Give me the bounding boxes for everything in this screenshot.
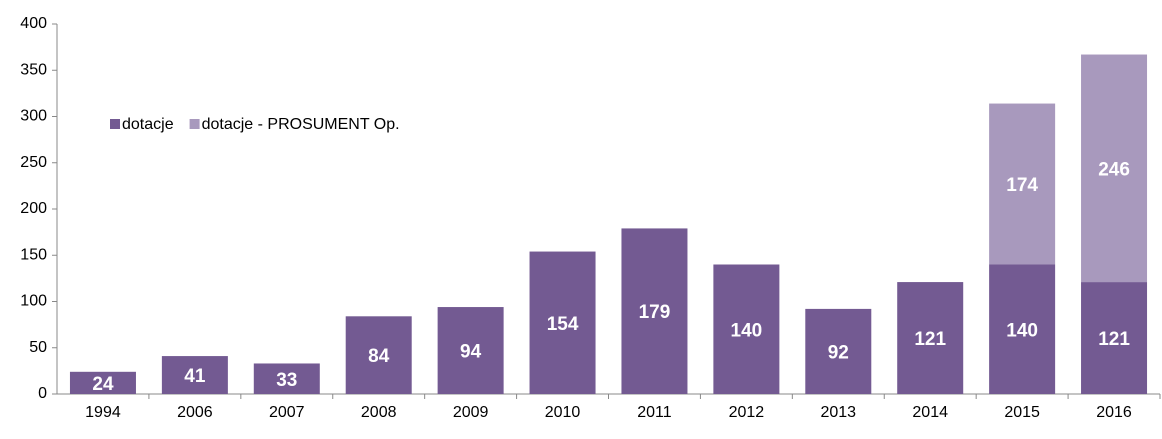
bar-value-label: 174 <box>1006 175 1038 196</box>
x-tick-label: 2010 <box>545 404 581 421</box>
bar-value-label: 33 <box>276 370 297 391</box>
bar-value-label: 179 <box>639 302 671 323</box>
bar-value-label: 246 <box>1098 159 1130 180</box>
bar <box>989 103 1056 265</box>
bar <box>621 228 688 394</box>
bar <box>345 316 412 394</box>
y-tick-label: 150 <box>20 246 47 263</box>
x-tick-label: 2008 <box>361 404 397 421</box>
legend-swatch <box>189 119 200 129</box>
y-tick-label: 350 <box>20 61 47 78</box>
bar <box>529 251 596 394</box>
x-tick-label: 1994 <box>85 404 121 421</box>
x-tick-label: 2014 <box>912 404 948 421</box>
bar-value-label: 154 <box>547 314 579 335</box>
y-tick-label: 0 <box>38 385 47 402</box>
y-tick-label: 300 <box>20 108 47 125</box>
x-tick-label: 2012 <box>729 404 765 421</box>
legend-swatch <box>110 119 120 129</box>
bar-value-label: 121 <box>1098 329 1130 350</box>
bar <box>161 356 228 394</box>
bar <box>1081 54 1148 283</box>
bar <box>713 264 780 394</box>
x-tick-label: 2006 <box>177 404 213 421</box>
x-tick-label: 2007 <box>269 404 305 421</box>
y-tick-label: 50 <box>29 339 47 356</box>
bar-value-label: 41 <box>184 366 206 387</box>
y-tick-label: 100 <box>20 293 47 310</box>
bar <box>897 282 964 394</box>
y-tick-label: 400 <box>20 15 47 32</box>
x-tick-label: 2016 <box>1096 404 1132 421</box>
bar-value-label: 94 <box>460 342 482 363</box>
legend-label: dotacje <box>122 116 174 133</box>
bar-value-label: 121 <box>914 329 946 350</box>
bar-value-label: 24 <box>92 374 114 395</box>
y-tick-label: 250 <box>20 154 47 171</box>
x-tick-label: 2013 <box>820 404 856 421</box>
bar <box>989 264 1056 394</box>
bar-value-label: 140 <box>731 320 763 341</box>
bar <box>69 371 136 394</box>
bar <box>253 363 320 394</box>
legend-label: dotacje - PROSUMENT Op. <box>202 116 400 133</box>
x-tick-label: 2015 <box>1004 404 1040 421</box>
x-tick-label: 2011 <box>637 404 672 421</box>
x-tick-label: 2009 <box>453 404 489 421</box>
y-tick-label: 200 <box>20 200 47 217</box>
bar-value-label: 84 <box>368 346 390 367</box>
bar <box>437 307 504 394</box>
bar-value-label: 92 <box>828 342 849 363</box>
bar <box>1081 282 1148 394</box>
bar-value-label: 140 <box>1006 320 1038 341</box>
bar <box>805 308 872 394</box>
